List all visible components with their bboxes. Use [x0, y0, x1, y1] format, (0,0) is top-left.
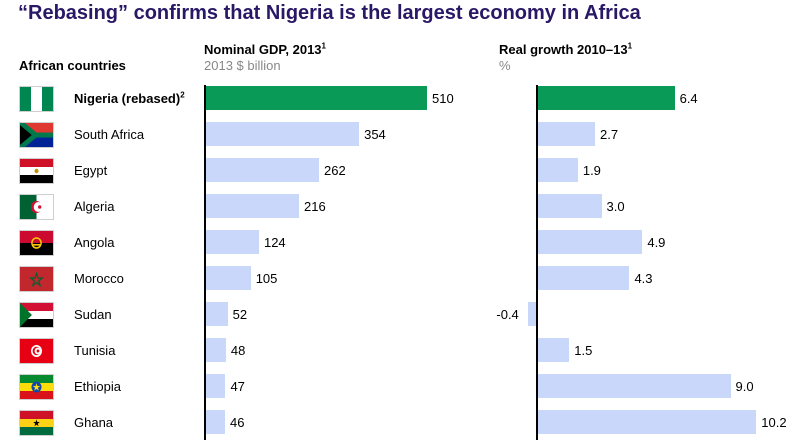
gdp-value-label: 510	[432, 91, 454, 106]
growth-value-label: 10.2	[761, 415, 787, 430]
growth-value-label: 1.5	[574, 343, 593, 358]
country-label: Morocco	[74, 271, 124, 286]
growth-value-label: 9.0	[735, 379, 754, 394]
growth-unit: %	[499, 58, 511, 73]
country-label: Egypt	[74, 163, 107, 178]
angola-flag-icon	[19, 230, 54, 256]
country-label: Nigeria (rebased)2	[74, 91, 185, 106]
growth-axis-line	[536, 85, 538, 440]
gdp-value-label: 52	[232, 307, 248, 322]
chart-title: “Rebasing” confirms that Nigeria is the …	[18, 2, 641, 24]
tunisia-flag-icon	[19, 338, 54, 364]
country-name: Nigeria (rebased)	[74, 91, 181, 106]
growth-value-label: 2.7	[600, 127, 619, 142]
gdp-header-title: Nominal GDP, 2013	[204, 42, 322, 57]
gdp-bar	[205, 338, 226, 362]
growth-bar	[537, 410, 757, 434]
growth-value-label: 6.4	[679, 91, 698, 106]
growth-value-label: 4.9	[647, 235, 666, 250]
country-footnote: 2	[180, 90, 185, 100]
growth-bar	[537, 86, 675, 110]
growth-bar	[537, 194, 602, 218]
growth-value-label: 1.9	[582, 163, 601, 178]
gdp-bar	[205, 122, 360, 146]
ghana-flag-icon	[19, 410, 54, 436]
country-label: Algeria	[74, 199, 114, 214]
growth-bar	[537, 374, 731, 398]
growth-bar	[537, 158, 578, 182]
country-name: Algeria	[74, 199, 115, 214]
growth-bar	[537, 230, 643, 254]
country-name: Ghana	[74, 415, 114, 430]
gdp-header-note: 1	[321, 41, 326, 51]
growth-bar	[537, 122, 596, 146]
country-label: Ghana	[74, 415, 113, 430]
gdp-bar	[205, 158, 320, 182]
country-name: Morocco	[74, 271, 124, 286]
country-name: Ethiopia	[74, 379, 121, 394]
country-name: Tunisia	[74, 343, 116, 358]
gdp-value-label: 216	[304, 199, 326, 214]
growth-bar	[528, 302, 537, 326]
countries-header: African countries	[19, 58, 126, 73]
country-name: Angola	[74, 235, 115, 250]
sudan-flag-icon	[19, 302, 54, 328]
egypt-flag-icon	[19, 158, 54, 184]
growth-bar	[537, 266, 630, 290]
gdp-value-label: 105	[255, 271, 278, 286]
country-label: South Africa	[74, 127, 144, 142]
gdp-bar	[205, 194, 300, 218]
country-name: South Africa	[74, 127, 145, 142]
country-label: Sudan	[74, 307, 112, 322]
gdp-bar	[205, 86, 427, 110]
algeria-flag-icon	[19, 194, 54, 220]
growth-header-title: Real growth 2010–13	[499, 42, 628, 57]
gdp-value-label: 46	[230, 415, 245, 430]
nigeria-flag-icon	[19, 86, 54, 112]
gdp-axis-line	[204, 85, 206, 440]
growth-value-label: -0.4	[496, 307, 519, 322]
gdp-bar	[205, 374, 226, 398]
ethiopia-flag-icon	[19, 374, 54, 400]
country-label: Angola	[74, 235, 114, 250]
gdp-value-label: 48	[230, 343, 246, 358]
growth-header: Real growth 2010–131	[499, 42, 632, 57]
country-label: Tunisia	[74, 343, 115, 358]
gdp-unit: 2013 $ billion	[204, 58, 281, 73]
gdp-value-label: 354	[364, 127, 386, 142]
gdp-value-label: 262	[324, 163, 346, 178]
growth-bar	[537, 338, 570, 362]
country-name: Egypt	[74, 163, 108, 178]
growth-value-label: 3.0	[606, 199, 625, 214]
gdp-bar	[205, 266, 251, 290]
growth-value-label: 4.3	[634, 271, 653, 286]
gdp-value-label: 124	[263, 235, 286, 250]
country-label: Ethiopia	[74, 379, 121, 394]
growth-header-note: 1	[627, 41, 633, 51]
morocco-flag-icon	[19, 266, 54, 292]
gdp-header: Nominal GDP, 20131	[204, 42, 326, 57]
gdp-bar	[205, 302, 228, 326]
gdp-value-label: 47	[230, 379, 245, 394]
country-name: Sudan	[74, 307, 112, 322]
gdp-bar	[205, 410, 226, 434]
gdp-bar	[205, 230, 259, 254]
south-africa-flag-icon	[19, 122, 54, 148]
